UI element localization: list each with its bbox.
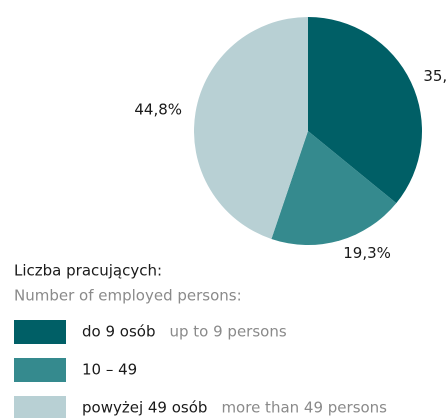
legend-swatch — [14, 358, 66, 382]
pie-slice — [308, 17, 422, 204]
legend-swatch — [14, 396, 66, 418]
value-label: 35,9% — [423, 67, 447, 85]
legend-subtitle: Number of employed persons: — [14, 287, 242, 305]
legend-label: 10 – 49 — [82, 361, 137, 379]
legend-label-en: more than 49 persons — [221, 399, 387, 417]
legend-label: powyżej 49 osób — [82, 399, 207, 417]
legend-title: Liczba pracujących: — [14, 262, 162, 280]
value-label: 44,8% — [134, 101, 182, 119]
legend-label-en: up to 9 persons — [169, 323, 286, 341]
legend-label: do 9 osób — [82, 323, 155, 341]
pie-slice — [194, 17, 308, 239]
pie-slice — [271, 131, 397, 245]
legend-swatch — [14, 320, 66, 344]
value-label: 19,3% — [343, 244, 391, 262]
